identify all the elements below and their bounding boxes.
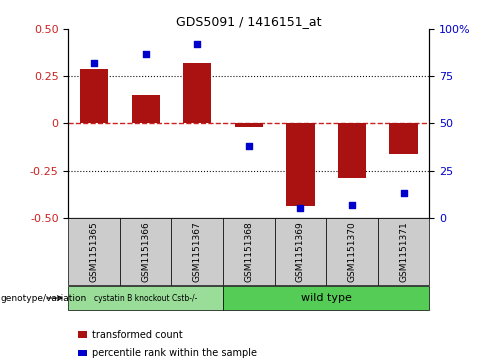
Bar <box>378 218 429 285</box>
Bar <box>68 286 223 310</box>
Point <box>400 190 407 196</box>
Text: GSM1151365: GSM1151365 <box>90 221 99 282</box>
Bar <box>389 123 418 154</box>
Title: GDS5091 / 1416151_at: GDS5091 / 1416151_at <box>176 15 322 28</box>
Text: cystatin B knockout Cstb-/-: cystatin B knockout Cstb-/- <box>94 294 197 302</box>
Text: percentile rank within the sample: percentile rank within the sample <box>92 348 257 358</box>
Bar <box>223 218 275 285</box>
Bar <box>68 218 120 285</box>
Bar <box>275 218 326 285</box>
Bar <box>223 286 429 310</box>
Text: GSM1151366: GSM1151366 <box>141 221 150 282</box>
Text: GSM1151369: GSM1151369 <box>296 221 305 282</box>
Bar <box>78 331 87 338</box>
Bar <box>132 95 160 123</box>
Bar <box>80 69 108 123</box>
Bar <box>120 218 171 285</box>
Point <box>245 143 253 149</box>
Bar <box>183 63 211 123</box>
Bar <box>235 123 263 127</box>
Bar <box>338 123 366 178</box>
Point <box>142 51 150 57</box>
Text: transformed count: transformed count <box>92 330 183 339</box>
Point <box>348 202 356 208</box>
Bar <box>286 123 315 207</box>
Text: GSM1151368: GSM1151368 <box>244 221 253 282</box>
Point <box>193 41 201 47</box>
Bar <box>78 350 87 356</box>
Text: GSM1151371: GSM1151371 <box>399 221 408 282</box>
Point <box>90 60 98 66</box>
Point <box>297 205 305 211</box>
Text: genotype/variation: genotype/variation <box>1 294 87 302</box>
Text: GSM1151370: GSM1151370 <box>347 221 357 282</box>
Text: wild type: wild type <box>301 293 352 303</box>
Text: GSM1151367: GSM1151367 <box>193 221 202 282</box>
Bar <box>326 218 378 285</box>
Bar <box>171 218 223 285</box>
